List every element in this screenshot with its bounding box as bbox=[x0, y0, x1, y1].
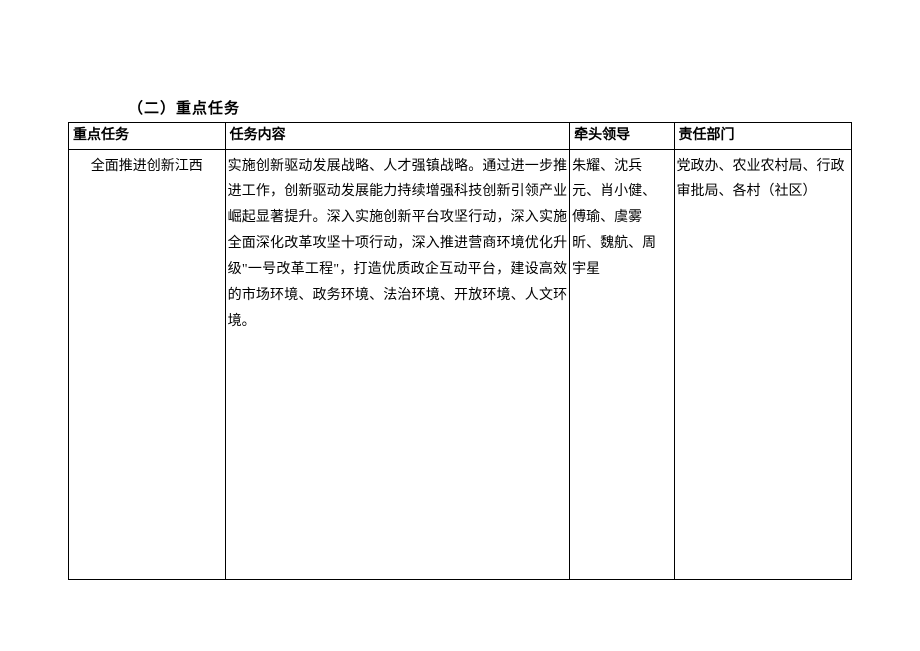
header-dept: 责任部门 bbox=[674, 123, 852, 150]
table-header-row: 重点任务 任务内容 牵头领导 责任部门 bbox=[69, 123, 852, 150]
table-row: 全面推进创新江西 实施创新驱动发展战略、人才强镇战略。通过进一步推进工作，创新驱… bbox=[69, 149, 852, 579]
section-title: （二）重点任务 bbox=[68, 97, 852, 122]
cell-task: 全面推进创新江西 bbox=[69, 149, 226, 579]
cell-leader: 朱耀、沈兵元、肖小健、傅瑜、虞雾昕、魏航、周宇星 bbox=[570, 149, 674, 579]
header-task: 重点任务 bbox=[69, 123, 226, 150]
header-content: 任务内容 bbox=[225, 123, 570, 150]
header-leader: 牵头领导 bbox=[570, 123, 674, 150]
cell-dept: 党政办、农业农村局、行政审批局、各村（社区） bbox=[674, 149, 852, 579]
cell-content: 实施创新驱动发展战略、人才强镇战略。通过进一步推进工作，创新驱动发展能力持续增强… bbox=[225, 149, 570, 579]
tasks-table: 重点任务 任务内容 牵头领导 责任部门 全面推进创新江西 实施创新驱动发展战略、… bbox=[68, 122, 852, 580]
